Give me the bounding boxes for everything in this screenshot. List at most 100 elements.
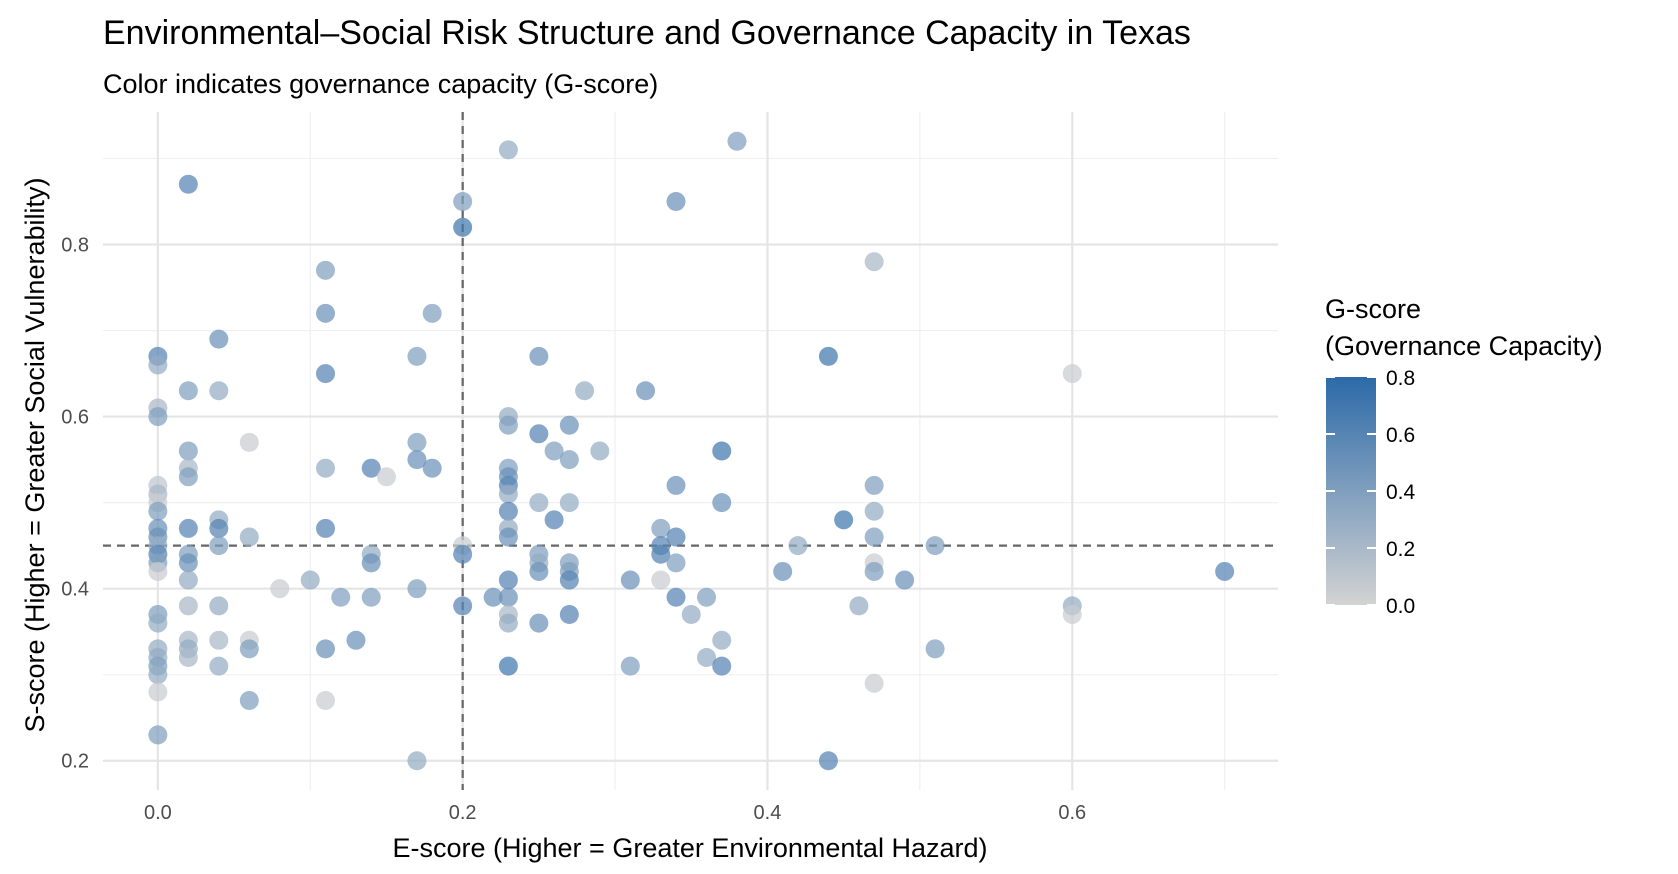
y-axis-ticks: 0.2 0.4 0.6 0.8 [61,235,89,773]
legend-tick-label: 0.6 [1386,424,1415,447]
data-point [864,527,884,547]
data-point [864,475,884,495]
data-point [422,303,442,323]
data-point [361,458,381,478]
data-point [483,587,503,607]
data-point [575,381,595,401]
data-point [239,432,259,452]
data-point [316,458,336,478]
data-point [498,140,518,160]
data-point [316,260,336,280]
data-point [178,596,198,616]
chart-subtitle: Color indicates governance capacity (G-s… [103,69,658,99]
data-point [361,587,381,607]
data-point [239,639,259,659]
data-point [148,561,168,581]
data-point [818,346,838,366]
data-point [239,691,259,711]
data-point [590,441,610,461]
data-point [316,303,336,323]
data-point [529,613,549,633]
data-point [361,553,381,573]
data-point [498,613,518,633]
data-point [407,346,427,366]
data-point [666,191,686,211]
data-point [148,355,168,375]
data-point [712,656,732,676]
data-point [178,441,198,461]
legend-tick-label: 0.2 [1386,538,1415,561]
data-point [498,415,518,435]
data-point [651,544,671,564]
data-point [376,467,396,487]
data-point [864,252,884,272]
y-tick-label: 0.2 [61,751,89,773]
data-point [697,647,717,667]
data-point [178,381,198,401]
data-point [559,450,579,470]
data-point [620,570,640,590]
data-point [498,501,518,521]
data-point [316,518,336,538]
data-point [712,493,732,513]
legend-tick-label: 0.0 [1386,595,1415,618]
data-point [407,751,427,771]
data-point [346,630,366,650]
data-point [666,475,686,495]
data-point [559,415,579,435]
data-point [636,381,656,401]
data-point [498,570,518,590]
data-point [773,561,793,581]
data-point [209,656,229,676]
data-point [453,217,473,237]
data-point [407,450,427,470]
data-point [498,656,518,676]
data-point [1062,604,1082,624]
legend: G-score (Governance Capacity) 0.00.20.40… [1325,294,1603,618]
data-point [209,381,229,401]
y-tick-label: 0.8 [61,235,89,257]
x-tick-label: 0.4 [754,802,782,824]
data-point [498,484,518,504]
legend-tick-label: 0.8 [1386,367,1415,390]
data-point [651,518,671,538]
data-point [498,587,518,607]
data-point [300,570,320,590]
data-point [895,570,915,590]
data-point [788,536,808,556]
data-point [453,191,473,211]
data-point [529,561,549,581]
data-point [544,510,564,530]
data-point [666,587,686,607]
data-point [559,604,579,624]
data-point [818,751,838,771]
data-points [148,131,1235,771]
data-point [178,553,198,573]
data-point [712,630,732,650]
data-point [148,725,168,745]
data-point [148,407,168,427]
data-point [148,665,168,685]
data-point [559,493,579,513]
data-point [453,596,473,616]
data-point [209,630,229,650]
legend-tick-label: 0.4 [1386,481,1416,504]
data-point [209,596,229,616]
data-point [148,501,168,521]
data-point [1062,364,1082,384]
data-point [178,647,198,667]
data-point [209,536,229,556]
data-point [651,570,671,590]
data-point [239,527,259,547]
legend-ticks: 0.0 0.2 0.4 0.6 0.8 [1326,367,1416,618]
data-point [209,329,229,349]
data-point [148,682,168,702]
data-point [925,639,945,659]
x-tick-label: 0.6 [1058,802,1086,824]
legend-title-line2: (Governance Capacity) [1325,331,1603,361]
data-point [925,536,945,556]
grid [103,112,1278,790]
data-point [178,570,198,590]
data-point [864,673,884,693]
